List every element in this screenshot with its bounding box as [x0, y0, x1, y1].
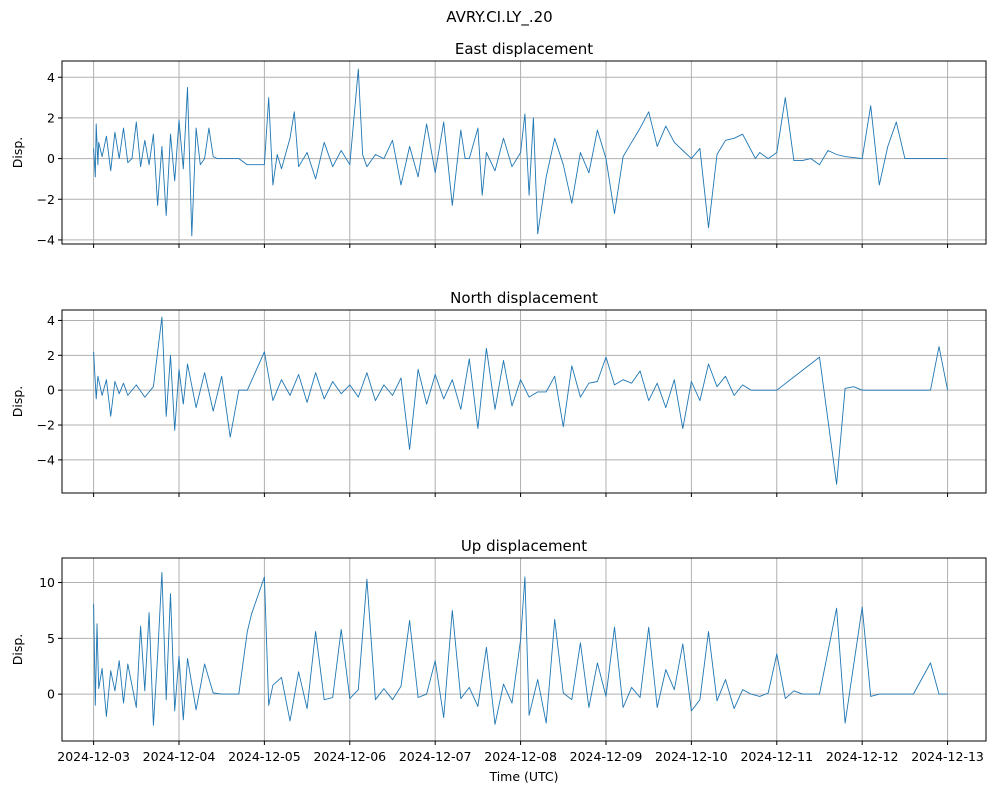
x-tick-label: 2024-12-10: [655, 749, 728, 764]
x-tick-label: 2024-12-09: [570, 749, 643, 764]
panel-title: East displacement: [455, 40, 593, 58]
y-tick-label: 0: [47, 151, 55, 166]
x-tick-label: 2024-12-04: [143, 749, 216, 764]
y-tick-label: −2: [37, 192, 55, 207]
figure-suptitle: AVRY.CI.LY_.20: [446, 8, 552, 27]
panel-2: −4 −2 0 2 4 North displacement Disp.: [10, 289, 987, 497]
y-tick-label: −4: [37, 232, 55, 247]
y-tick-label: 4: [47, 70, 55, 85]
panel-title: Up displacement: [461, 537, 587, 555]
series-line-up: [93, 572, 948, 726]
series-line-north: [93, 316, 949, 485]
x-tick-label: 2024-12-05: [228, 749, 301, 764]
panel-title: North displacement: [450, 289, 598, 307]
y-tick-label: 4: [47, 313, 55, 328]
panel-1: −4 −2 0 2 4 East displacement Disp.: [10, 40, 987, 248]
x-tick-label: 2024-12-13: [911, 749, 984, 764]
panel-3: 2024-12-03 2024-12-04 2024-12-05 2024-12-06…: [10, 537, 987, 764]
y-tick-label: 2: [47, 110, 55, 125]
series-line-east: [93, 68, 948, 237]
y-axis-label: Disp.: [10, 137, 25, 169]
y-axis-label: Disp.: [10, 386, 25, 418]
y-tick-label: 5: [47, 631, 55, 646]
x-tick-label: 2024-12-11: [740, 749, 813, 764]
x-tick-label: 2024-12-07: [399, 749, 472, 764]
y-tick-label: 0: [47, 383, 55, 398]
x-tick-label: 2024-12-12: [826, 749, 899, 764]
x-tick-label: 2024-12-03: [57, 749, 130, 764]
y-tick-label: 0: [47, 687, 55, 702]
y-axis-label: Disp.: [10, 634, 25, 666]
x-tick-label: 2024-12-08: [484, 749, 557, 764]
y-tick-label: 10: [39, 575, 55, 590]
panels-group: −4 −2 0 2 4 East displacement Disp. −4 −2 0 2 4 Nort…: [10, 40, 987, 764]
x-axis-label: Time (UTC): [488, 769, 558, 784]
axes-frame: [61, 60, 987, 245]
axes-frame: [61, 309, 987, 494]
y-tick-label: −4: [37, 452, 55, 467]
y-tick-label: −2: [37, 418, 55, 433]
y-tick-label: 2: [47, 348, 55, 363]
axes-frame: [61, 557, 987, 742]
x-tick-label: 2024-12-06: [313, 749, 386, 764]
